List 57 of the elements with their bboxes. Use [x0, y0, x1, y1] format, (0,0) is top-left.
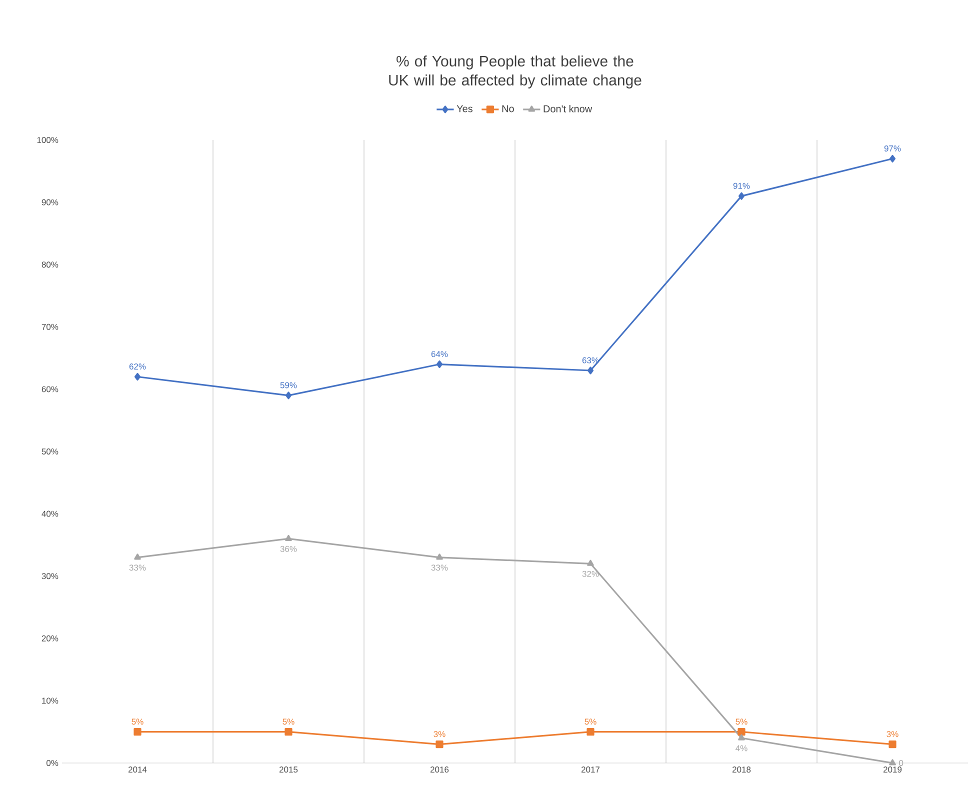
y-tick-label: 30%	[42, 573, 58, 580]
data-label: 63%	[582, 357, 599, 364]
x-tick-label: 2018	[732, 766, 751, 773]
point	[285, 534, 292, 542]
point	[436, 554, 443, 560]
point	[587, 366, 594, 374]
data-label: 3%	[434, 731, 446, 738]
point	[436, 740, 444, 748]
data-label: 91%	[733, 182, 750, 189]
data-label: 5%	[282, 718, 294, 725]
data-label: 97%	[884, 145, 901, 152]
data-label: 5%	[736, 718, 748, 725]
x-tick-label: 2016	[430, 766, 449, 773]
point	[436, 360, 443, 368]
y-tick-label: 70%	[42, 324, 58, 330]
legend-label: Don't know	[544, 105, 592, 112]
chart-title: % of Young People that believe the UK will be affected by climate change	[389, 55, 642, 88]
point	[586, 728, 594, 736]
y-tick-label: 40%	[42, 510, 58, 517]
data-label: 36%	[280, 546, 297, 552]
y-tick-label: 100%	[37, 136, 58, 143]
y-tick-label: 60%	[42, 386, 58, 392]
point	[888, 740, 896, 748]
point	[889, 759, 896, 766]
point	[284, 728, 292, 736]
data-label: 64%	[431, 351, 448, 358]
data-label: 0	[899, 760, 904, 766]
point	[738, 192, 745, 200]
data-label: 5%	[584, 718, 596, 725]
point	[134, 554, 141, 560]
point	[889, 154, 896, 162]
legend-label: No	[502, 105, 514, 112]
data-label: 59%	[280, 382, 297, 388]
y-tick-label: 80%	[42, 262, 58, 268]
y-tick-label: 0%	[46, 760, 58, 766]
point	[738, 734, 745, 740]
data-label: 33%	[431, 564, 448, 571]
y-tick-label: 50%	[42, 448, 58, 454]
y-tick-label: 10%	[42, 698, 58, 704]
data-label: 62%	[129, 364, 146, 370]
legend-label: Yes	[456, 105, 473, 112]
y-tick-label: 90%	[42, 199, 58, 206]
point	[285, 392, 292, 400]
data-label: 33%	[129, 564, 146, 571]
y-tick-label: 20%	[42, 635, 58, 642]
x-tick-label: 2019	[883, 766, 902, 773]
point	[134, 372, 141, 381]
x-tick-label: 2017	[581, 766, 600, 773]
point	[738, 728, 746, 736]
data-label: 4%	[736, 745, 748, 752]
data-label: 32%	[582, 570, 599, 577]
point	[134, 728, 142, 736]
x-tick-label: 2014	[128, 766, 147, 773]
x-tick-label: 2015	[279, 766, 298, 773]
point	[587, 560, 594, 566]
data-label: 5%	[132, 718, 144, 725]
data-label: 3%	[886, 731, 898, 738]
